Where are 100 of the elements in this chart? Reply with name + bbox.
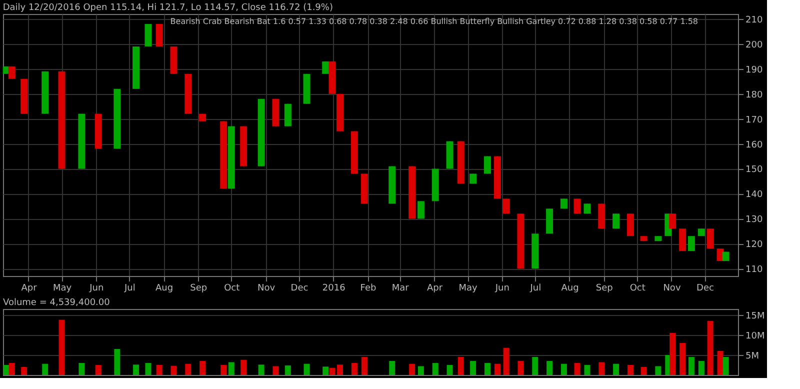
bar: [8, 363, 15, 375]
candlestick: [706, 228, 714, 250]
candlestick: [417, 200, 424, 220]
bar: [707, 321, 714, 375]
bar: [389, 361, 396, 375]
bar: [351, 363, 358, 375]
bar: [170, 366, 177, 375]
y-tick-label: 210: [746, 15, 763, 26]
bar: [670, 333, 676, 375]
bar: [114, 349, 120, 375]
candlestick: [144, 23, 152, 47]
bar: [240, 360, 247, 375]
bar: [418, 366, 424, 375]
x-tick-label: Mar: [392, 284, 410, 294]
y-tick-label: 15M: [746, 312, 765, 322]
bar: [503, 348, 510, 375]
y-tick-label: 200: [746, 40, 763, 50]
y-tick-label: 150: [746, 165, 763, 176]
bar: [228, 362, 234, 375]
y-tick-label: 130: [746, 215, 763, 226]
y-tick-label: 110: [746, 265, 763, 276]
y-tick-label: 120: [746, 240, 763, 250]
bar: [680, 343, 686, 375]
x-tick-label: May: [458, 284, 478, 294]
bar: [458, 357, 464, 375]
candlestick: [612, 213, 620, 230]
y-tick-label: 190: [746, 65, 763, 76]
bar: [322, 366, 329, 375]
x-tick-label: Jul: [529, 284, 542, 294]
x-tick-label: Jun: [88, 284, 104, 294]
candlestick: [626, 213, 634, 237]
bar: [361, 357, 368, 375]
x-tick-label: Jul: [123, 284, 136, 294]
y-tick-label: 10M: [746, 332, 765, 342]
bar: [185, 364, 192, 375]
bar: [284, 365, 291, 375]
bar: [546, 361, 553, 375]
candlestick: [8, 66, 16, 80]
bar: [156, 365, 162, 375]
x-tick-label: 2016: [322, 284, 346, 294]
bar: [698, 361, 704, 375]
bar: [640, 367, 647, 375]
bar: [3, 365, 10, 375]
candlestick: [284, 103, 292, 127]
bar: [58, 320, 65, 375]
bar: [21, 367, 28, 375]
text: Bearish Crab Bearish Bat 1.6 0.57 1.33 0.68 0.78 0.38 2.48 0.66 Bullish Butterfly Bullish Gartley 0.72 0.88 1.28 0.38 0.58 0.77 1.58: [170, 17, 698, 26]
x-tick-label: Jun: [494, 284, 510, 294]
chart-title: Volume = 4,539,400.00: [3, 298, 110, 308]
candlestick: [322, 60, 330, 74]
bar: [432, 363, 438, 375]
bar: [272, 366, 279, 375]
bar: [717, 351, 724, 375]
x-tick-label: Oct: [224, 284, 240, 294]
candlestick: [574, 198, 581, 214]
bar: [494, 364, 500, 375]
bar: [722, 357, 729, 375]
bar: [95, 365, 102, 375]
bar: [200, 361, 206, 375]
bar: [688, 357, 694, 375]
bar: [220, 365, 227, 375]
x-tick-label: Sep: [190, 284, 208, 294]
y-tick-label: 180: [746, 90, 763, 100]
bar: [258, 364, 264, 375]
y-tick-label: 170: [746, 115, 763, 126]
candlestick: [688, 236, 695, 252]
x-tick-label: Apr: [426, 284, 443, 294]
y-tick-label: 140: [746, 190, 763, 200]
bar: [598, 362, 605, 375]
x-tick-label: Dec: [696, 284, 714, 294]
x-tick-label: Apr: [21, 284, 38, 294]
y-tick-label: 160: [746, 140, 763, 150]
candlestick: [502, 198, 510, 214]
x-tick-label: Dec: [290, 284, 308, 294]
x-tick-label: Feb: [360, 284, 376, 294]
bar: [584, 365, 590, 375]
bar: [409, 364, 416, 375]
bar: [446, 365, 453, 375]
bar: [518, 361, 524, 375]
bar: [574, 363, 580, 375]
x-tick-label: Aug: [155, 284, 174, 294]
bar: [42, 364, 48, 375]
chart-title: Daily 12/20/2016 Open 115.14, Hi 121.7, Lo 114.57, Close 116.72 (1.9%): [2, 3, 333, 13]
bar: [484, 363, 490, 375]
x-tick-label: Aug: [561, 284, 579, 294]
bar: [78, 363, 85, 375]
x-tick-label: Nov: [257, 284, 276, 294]
bar: [133, 364, 140, 375]
candlestick: [679, 228, 686, 252]
x-tick-label: Oct: [630, 284, 646, 294]
bar: [145, 363, 152, 375]
bar: [613, 364, 620, 375]
bar: [304, 364, 310, 375]
x-tick-label: May: [52, 284, 72, 294]
x-tick-label: Sep: [596, 284, 614, 294]
y-tick-label: 5M: [746, 352, 759, 362]
candlestick: [669, 213, 676, 230]
x-tick-label: Nov: [663, 284, 682, 294]
bar: [560, 364, 567, 375]
candlestick: [484, 156, 491, 174]
